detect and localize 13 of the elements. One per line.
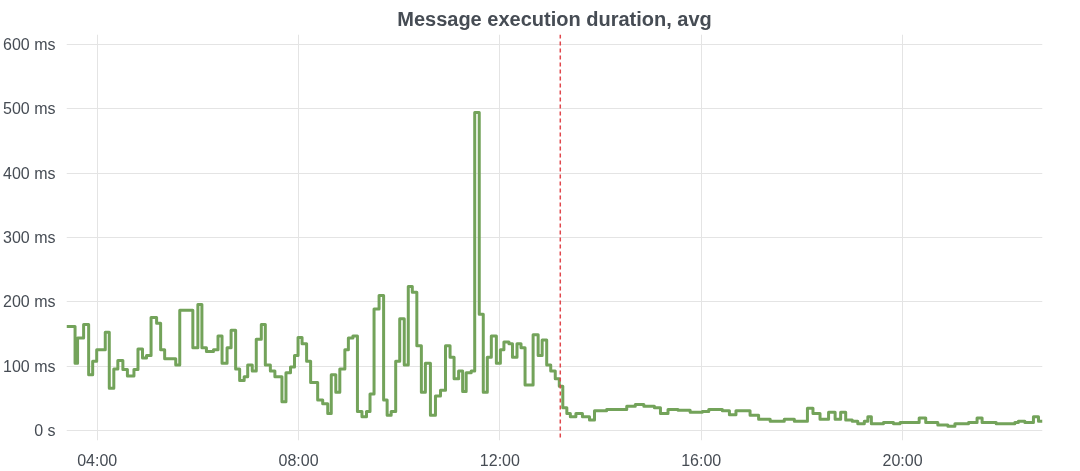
y-tick-label: 300 ms [3,229,56,246]
y-tick-label: 200 ms [3,293,56,311]
y-tick-label: 600 ms [3,35,56,53]
x-tick-label: 12:00 [479,451,521,469]
x-tick-label: 04:00 [77,451,118,469]
chart-title: Message execution duration, avg [397,7,712,30]
y-tick-label: 400 ms [3,164,56,182]
x-tick-label: 08:00 [278,451,319,469]
y-tick-label: 500 ms [3,100,56,118]
y-tick-label: 100 ms [3,357,56,375]
x-tick-label: 16:00 [681,451,722,469]
x-tick-label: 20:00 [882,451,923,469]
y-tick-label: 0 s [34,422,56,440]
